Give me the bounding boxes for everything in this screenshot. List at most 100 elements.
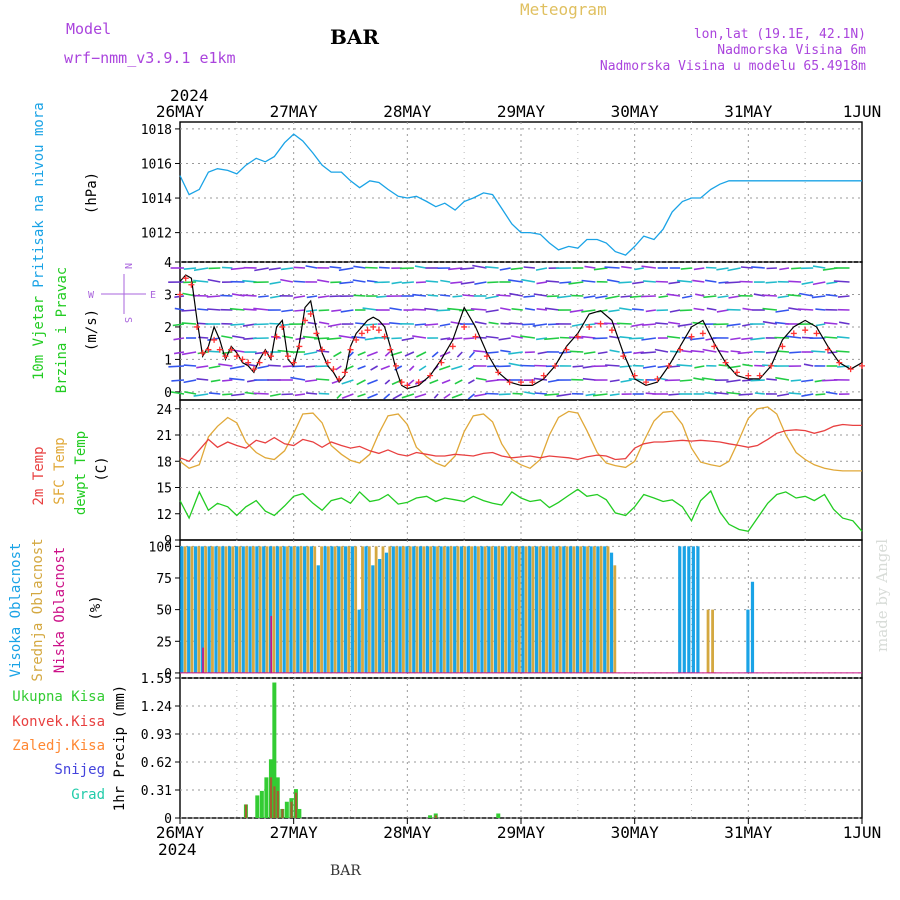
cloud-high-bar — [521, 546, 525, 673]
cloud-mid-bar — [415, 546, 419, 673]
cloud-unit: (%) — [88, 595, 104, 620]
wind-arrow — [294, 393, 306, 397]
wind-arrow — [496, 294, 511, 297]
wind-arrow — [253, 392, 269, 395]
wind-arrow — [366, 351, 378, 357]
wind-arrow — [669, 365, 681, 368]
cloud-high-bar — [207, 546, 211, 673]
wind-arrow — [803, 363, 814, 367]
wind-arrow — [193, 279, 209, 283]
cloud-mid-bar — [606, 546, 610, 673]
wind-arrow — [619, 336, 632, 339]
wind-arrow — [837, 365, 850, 368]
wind-arrow — [730, 337, 741, 341]
x-tick-label-bottom: 31MAY — [724, 823, 773, 842]
wind-panel: 0 1 2 3 4 — [164, 256, 865, 401]
wind-arrow — [812, 281, 826, 286]
wind-arrow — [404, 351, 415, 357]
wind-arrow — [391, 337, 402, 340]
wind-arrow — [415, 281, 427, 284]
cloud-mid-bar — [711, 609, 714, 673]
wind-arrow — [412, 335, 427, 339]
wind-arrow — [681, 295, 693, 299]
wind-arrow — [701, 377, 717, 381]
year-bottom: 2024 — [158, 840, 197, 859]
wind-arrow — [789, 351, 802, 354]
wind-arrow — [293, 266, 306, 269]
cloud-mid-bar — [245, 546, 248, 673]
gust-marker — [177, 291, 183, 298]
wind-arrow — [488, 321, 499, 325]
wind-arrow — [383, 393, 391, 400]
wind-arrow — [341, 379, 354, 385]
gust-marker — [358, 330, 365, 337]
gust-marker — [677, 346, 684, 353]
wind-arrow — [197, 308, 209, 311]
wind-arrow — [281, 393, 293, 396]
wind-arrow — [510, 267, 523, 271]
wind-arrow — [181, 309, 197, 312]
wind-arrow — [535, 267, 548, 271]
wind-arrow — [568, 281, 584, 285]
temp-ytick-label: 12 — [156, 508, 172, 523]
wind-arrow — [523, 295, 535, 298]
wind-arrow — [825, 293, 838, 297]
cloud-mid-bar — [272, 546, 276, 673]
wind-arrow — [384, 379, 391, 385]
gust-marker — [461, 323, 468, 330]
x-tick-label-bottom: 28MAY — [383, 823, 432, 842]
gust-marker — [415, 379, 422, 386]
cloud-high-bar — [603, 546, 607, 673]
wind-arrow — [367, 379, 378, 385]
wind-arrow — [439, 351, 451, 358]
wind-arrow — [690, 349, 705, 353]
gust-marker — [387, 346, 394, 353]
x-axis: 26MAY 26MAY 27MAY 27MAY 28MAY 28MAY 29MAY 29MAY… — [156, 102, 881, 842]
wind-arrow — [609, 393, 620, 397]
wind-arrow — [680, 267, 693, 270]
wind-arrow — [218, 363, 233, 367]
wind-arrow — [669, 309, 681, 313]
wind-arrow — [267, 364, 281, 367]
wind-arrow — [338, 334, 354, 339]
wind-arrow — [785, 335, 802, 339]
wind-arrow — [811, 295, 826, 299]
wind-arrow — [208, 365, 221, 369]
cloud-mid-bar — [545, 546, 549, 673]
wind-arrow — [222, 393, 233, 396]
wind-arrow — [706, 307, 717, 311]
wind-arrow — [559, 281, 572, 284]
wind-arrow — [418, 365, 427, 372]
cloud-high-bar — [555, 546, 559, 673]
compass-indicator: N S W E — [88, 263, 156, 323]
cloud-high-bar — [487, 546, 491, 673]
cloud-high-bar — [234, 546, 239, 673]
wind-arrow — [448, 267, 463, 271]
wind-arrow — [294, 309, 306, 312]
wind-arrow — [433, 393, 439, 399]
cloud-mid-bar — [292, 546, 296, 673]
wind-arrow — [408, 365, 415, 372]
cloud-mid-bar — [361, 546, 364, 673]
cloud-mid-bar — [251, 546, 255, 673]
wind-arrow — [584, 265, 596, 269]
temp-ytick-label: 15 — [156, 482, 172, 497]
cloud-high-bar — [480, 546, 484, 673]
cloud-high-bar — [255, 546, 259, 673]
gust-marker — [529, 379, 536, 386]
cloud-mid-bar — [517, 546, 521, 673]
cloud-high-bar — [330, 546, 334, 673]
cloud-high-bar — [432, 546, 436, 673]
wind-arrow — [306, 392, 318, 395]
temp-ylabel-3: dewpt Temp — [73, 431, 89, 515]
gust-marker — [688, 333, 695, 340]
cloud-low-bar — [270, 615, 273, 673]
wind-arrow — [306, 295, 318, 299]
wind-arrow — [170, 391, 185, 395]
cloud-high-bar — [350, 546, 354, 673]
wind-arrow — [837, 295, 850, 298]
wind-arrow — [305, 309, 318, 313]
wind-arrow — [742, 307, 753, 311]
gust-marker — [296, 343, 303, 350]
gust-marker — [404, 382, 411, 389]
